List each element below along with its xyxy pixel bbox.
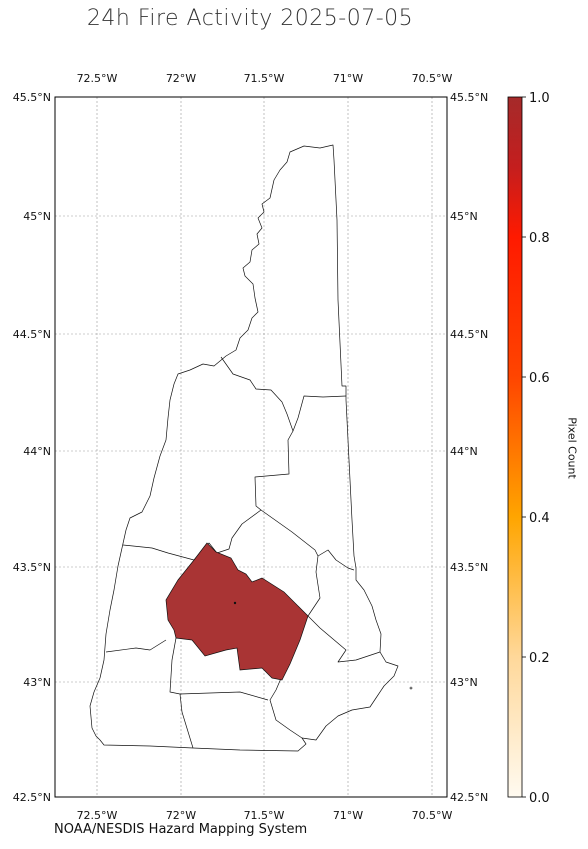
fire-county (165, 542, 309, 681)
colorbar-tick: 0.6 (529, 371, 550, 386)
lat-tick: 43°N (23, 676, 51, 689)
lon-tick: 70.5°W (412, 809, 453, 822)
colorbar-tick: 1.0 (529, 91, 550, 106)
colorbar-tick-labels: 0.0 0.2 0.4 0.6 0.8 1.0 (529, 91, 550, 806)
lon-tick: 70.5°W (412, 72, 453, 85)
credit-text: NOAA/NESDIS Hazard Mapping System (54, 822, 308, 837)
lat-tick: 44°N (23, 445, 51, 458)
lon-tick: 71.5°W (244, 72, 285, 85)
county-border (169, 637, 194, 749)
lon-tick: 71°W (333, 72, 363, 85)
island-outline (409, 686, 413, 690)
lat-ticks-right: 45.5°N 45°N 44.5°N 44°N 43.5°N 43°N 42.5… (450, 91, 488, 804)
county-border (260, 509, 381, 663)
colorbar-tick: 0.4 (529, 511, 550, 526)
lon-tick: 72.5°W (77, 809, 118, 822)
lat-tick: 44°N (450, 445, 478, 458)
lat-tick: 42.5°N (450, 791, 488, 804)
lon-ticks-top: 72.5°W 72°W 71.5°W 71°W 70.5°W (77, 72, 453, 85)
colorbar-tick: 0.0 (529, 791, 550, 806)
state-outline (89, 144, 399, 752)
map-frame (55, 97, 447, 797)
fire-detection-point (233, 601, 237, 605)
lat-tick: 45.5°N (450, 91, 488, 104)
lat-ticks-left: 45.5°N 45°N 44.5°N 44°N 43.5°N 43°N 42.5… (13, 91, 51, 804)
county-border (179, 691, 269, 701)
lat-tick: 45°N (450, 210, 478, 223)
lat-tick: 44.5°N (13, 328, 51, 341)
colorbar-ticks (522, 96, 526, 798)
lon-tick: 72°W (166, 809, 196, 822)
lat-tick: 42.5°N (13, 791, 51, 804)
lon-ticks-bottom: 72.5°W 72°W 71.5°W 71°W 70.5°W (77, 809, 453, 822)
lat-tick: 43.5°N (450, 561, 488, 574)
chart-title: 24h Fire Activity 2025-07-05 (86, 6, 414, 31)
county-border (122, 430, 294, 561)
map-border (54, 96, 448, 798)
colorbar-tick: 0.8 (529, 231, 550, 246)
lat-tick: 43.5°N (13, 561, 51, 574)
county-border (220, 356, 347, 432)
lon-tick: 71°W (333, 809, 363, 822)
county-border (105, 639, 167, 653)
colorbar-tick: 0.2 (529, 651, 550, 666)
lon-tick: 72°W (166, 72, 196, 85)
colorbar-label: Pixel Count (565, 417, 579, 479)
lon-tick: 71.5°W (244, 809, 285, 822)
state-border (89, 144, 399, 752)
colorbar (507, 96, 523, 798)
lat-tick: 43°N (450, 676, 478, 689)
lat-tick: 45°N (23, 210, 51, 223)
lat-tick: 44.5°N (450, 328, 488, 341)
lon-tick: 72.5°W (77, 72, 118, 85)
county-border (317, 549, 355, 571)
lat-tick: 45.5°N (13, 91, 51, 104)
